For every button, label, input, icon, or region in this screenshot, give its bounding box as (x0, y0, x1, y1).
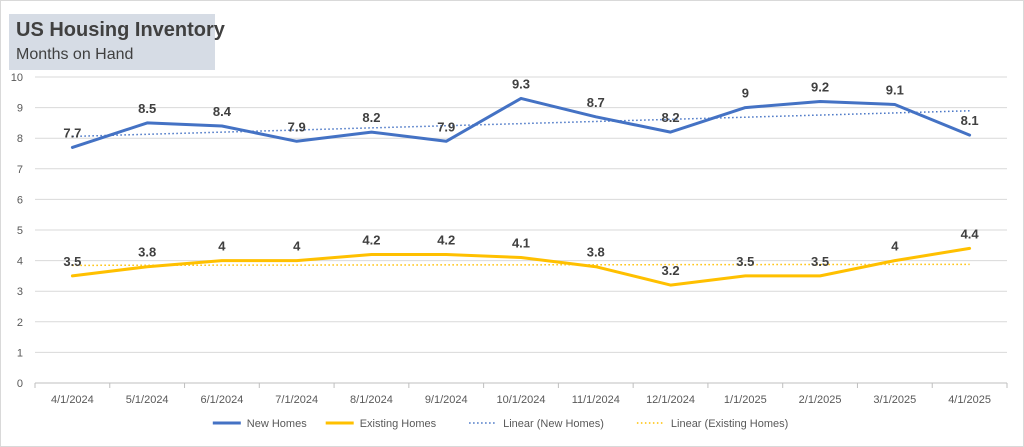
data-label: 8.2 (362, 110, 380, 125)
legend-label: Linear (New Homes) (503, 418, 604, 430)
y-tick-label: 5 (17, 225, 23, 237)
axes: 0 1 2 3 4 5 6 7 8 9 10 4/1/2024 5/1/2024 6/1/2024 7/1/… (11, 72, 1008, 406)
data-label: 8.1 (961, 113, 979, 128)
x-tick-label: 12/1/2024 (646, 394, 695, 406)
x-tick-label: 1/1/2025 (724, 394, 767, 406)
x-tick-label: 10/1/2024 (497, 394, 546, 406)
data-label: 9.2 (811, 79, 829, 94)
x-tick-label: 7/1/2024 (275, 394, 318, 406)
data-label: 3.8 (138, 245, 156, 260)
trendline (72, 263, 970, 267)
data-label: 4 (293, 239, 301, 254)
data-label: 3.5 (736, 254, 754, 269)
data-label: 4.1 (512, 236, 530, 251)
y-tick-label: 6 (17, 194, 23, 206)
data-label: 4.2 (437, 232, 455, 247)
data-label: 7.9 (288, 119, 306, 134)
data-label: 4 (891, 239, 899, 254)
y-tick-label: 7 (17, 164, 23, 176)
x-tick-label: 4/1/2025 (948, 394, 991, 406)
series-line (70, 96, 972, 149)
y-tick-label: 0 (17, 378, 23, 390)
data-label: 4 (218, 239, 226, 254)
data-label: 3.5 (811, 254, 829, 269)
data-label: 9.3 (512, 76, 530, 91)
data-label: 8.5 (138, 101, 156, 116)
series-lines (70, 96, 972, 287)
data-labels: 7.7 8.5 8.4 7.9 8.2 7.9 9.3 8.7 8.2 9 9.2 9.1 8.1 3.5… (63, 76, 979, 278)
chart-subtitle: Months on Hand (16, 46, 134, 63)
data-label: 4.2 (362, 232, 380, 247)
trendlines (72, 110, 970, 267)
data-label: 3.8 (587, 245, 605, 260)
data-label: 3.5 (63, 254, 81, 269)
x-tick-label: 6/1/2024 (201, 394, 244, 406)
data-label: 4.4 (961, 226, 980, 241)
data-label: 8.4 (213, 104, 232, 119)
y-tick-label: 10 (11, 72, 23, 84)
data-label: 8.7 (587, 95, 605, 110)
legend-label: Linear (Existing Homes) (671, 418, 788, 430)
gridlines (35, 76, 1007, 353)
x-tick-label: 2/1/2025 (799, 394, 842, 406)
y-tick-label: 9 (17, 103, 23, 115)
legend-label: New Homes (247, 418, 307, 430)
series-line (70, 246, 972, 287)
data-label: 9 (742, 86, 749, 101)
data-label: 7.7 (63, 125, 81, 140)
legend-label: Existing Homes (360, 418, 437, 430)
data-label: 7.9 (437, 119, 455, 134)
data-label: 9.1 (886, 83, 904, 98)
chart-title: US Housing Inventory (16, 19, 225, 41)
y-tick-label: 8 (17, 133, 23, 145)
title-box: US Housing Inventory Months on Hand (9, 14, 225, 70)
trendline (72, 110, 970, 138)
x-tick-label: 4/1/2024 (51, 394, 94, 406)
y-tick-label: 3 (17, 286, 23, 298)
x-tick-label: 9/1/2024 (425, 394, 468, 406)
data-label: 8.2 (661, 110, 679, 125)
data-label: 3.2 (661, 263, 679, 278)
x-tick-label: 11/1/2024 (572, 394, 620, 406)
x-tick-label: 5/1/2024 (126, 394, 169, 406)
x-tick-label: 3/1/2025 (873, 394, 916, 406)
x-tick-label: 8/1/2024 (350, 394, 393, 406)
y-tick-label: 4 (17, 256, 23, 268)
y-tick-label: 2 (17, 317, 23, 329)
legend: New Homes Existing Homes Linear (New Homes… (212, 418, 788, 430)
y-tick-label: 1 (17, 347, 23, 359)
